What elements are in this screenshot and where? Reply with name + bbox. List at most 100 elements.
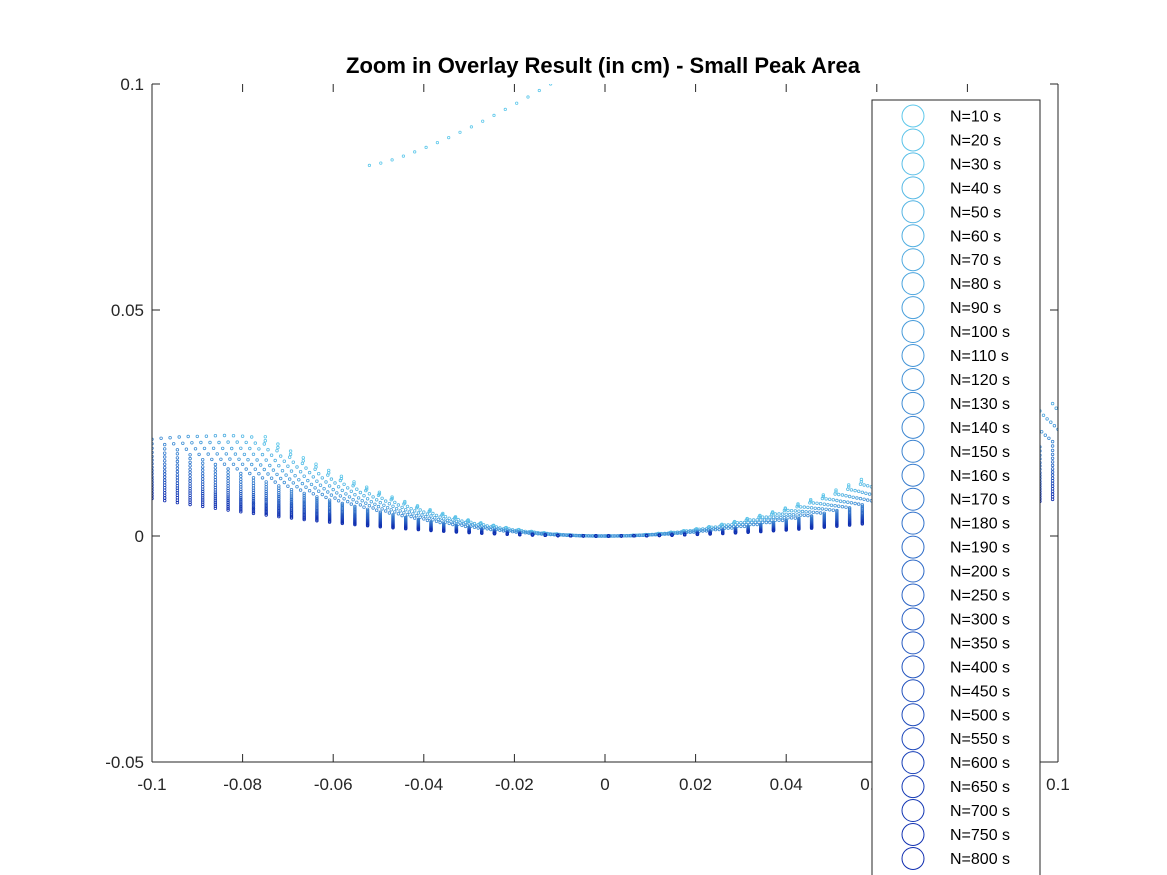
legend-label: N=70 s: [950, 252, 1001, 269]
data-point: [422, 517, 426, 521]
data-point: [251, 500, 256, 504]
data-point: [152, 442, 154, 446]
data-point: [286, 484, 290, 488]
data-point: [844, 505, 848, 509]
data-point: [617, 534, 622, 538]
data-point: [1045, 417, 1049, 421]
data-point: [239, 494, 243, 498]
data-point: [152, 446, 154, 450]
data-point: [248, 471, 252, 476]
data-point: [688, 530, 692, 534]
data-point: [152, 488, 154, 492]
data-point: [213, 506, 218, 510]
data-point: [277, 500, 281, 504]
data-point: [809, 498, 813, 502]
data-point: [637, 533, 642, 538]
data-point: [427, 509, 431, 514]
data-point: [175, 463, 180, 467]
data-point: [625, 534, 629, 538]
data-point: [371, 495, 375, 499]
data-point: [226, 508, 230, 512]
data-point: [780, 518, 785, 523]
data-point: [264, 493, 268, 498]
data-point: [162, 466, 167, 470]
data-point: [628, 534, 633, 538]
data-point: [327, 511, 332, 515]
data-point: [251, 452, 256, 456]
data-point: [375, 508, 379, 512]
data-point: [302, 491, 306, 496]
data-point: [264, 511, 268, 516]
data-point: [577, 534, 582, 538]
data-point: [779, 515, 783, 520]
data-point: [757, 520, 761, 525]
data-point: [847, 483, 851, 487]
data-point: [200, 496, 205, 500]
data-point: [548, 532, 553, 537]
data-point: [400, 505, 404, 510]
data-point: [431, 511, 435, 516]
data-point: [414, 506, 419, 510]
data-point: [219, 457, 223, 461]
data-point: [365, 497, 370, 501]
data-point: [242, 452, 247, 457]
data-point: [534, 531, 538, 535]
data-point: [416, 511, 421, 515]
data-point: [213, 494, 218, 498]
data-point: [186, 434, 190, 439]
data-point: [804, 510, 808, 514]
data-point: [317, 489, 321, 493]
data-point: [735, 521, 739, 525]
data-point: [820, 496, 825, 501]
data-point: [289, 496, 294, 500]
data-point: [492, 113, 496, 118]
data-point: [355, 500, 359, 504]
data-point: [226, 467, 230, 471]
data-point: [295, 465, 299, 469]
data-point: [152, 494, 154, 498]
data-point: [362, 494, 366, 498]
data-point: [592, 534, 596, 538]
data-point: [404, 508, 408, 512]
data-point: [467, 530, 471, 535]
series-12: [168, 427, 1058, 538]
legend-marker: [901, 823, 925, 846]
data-point: [277, 513, 281, 517]
data-point: [162, 459, 167, 463]
data-point: [632, 534, 636, 538]
data-point: [342, 482, 346, 486]
legend-label: N=50 s: [950, 204, 1001, 221]
legend-label: N=500 s: [950, 707, 1010, 724]
data-point: [862, 483, 866, 487]
data-point: [251, 498, 256, 502]
data-point: [378, 511, 382, 515]
data-point: [228, 457, 232, 461]
data-point: [820, 507, 825, 511]
data-point: [867, 492, 872, 496]
data-point: [425, 518, 430, 523]
data-point: [777, 512, 781, 516]
data-point: [239, 510, 243, 514]
data-point: [393, 500, 397, 505]
data-point: [1050, 448, 1055, 453]
data-point: [340, 521, 344, 526]
data-point: [806, 513, 810, 518]
legend-label: N=400 s: [950, 659, 1010, 676]
data-point: [208, 440, 212, 445]
legend-marker: [901, 775, 925, 799]
data-point: [362, 505, 366, 509]
data-point: [646, 533, 651, 537]
data-point: [251, 511, 256, 516]
data-point: [231, 434, 236, 438]
data-point: [454, 530, 459, 534]
data-point: [849, 501, 854, 505]
data-point: [456, 517, 460, 522]
data-point: [302, 495, 306, 499]
data-point: [1050, 497, 1055, 502]
data-point: [152, 450, 154, 455]
data-point: [503, 107, 507, 112]
data-point: [440, 519, 444, 523]
data-point: [206, 452, 210, 456]
data-point: [333, 481, 337, 485]
data-point: [802, 505, 806, 509]
